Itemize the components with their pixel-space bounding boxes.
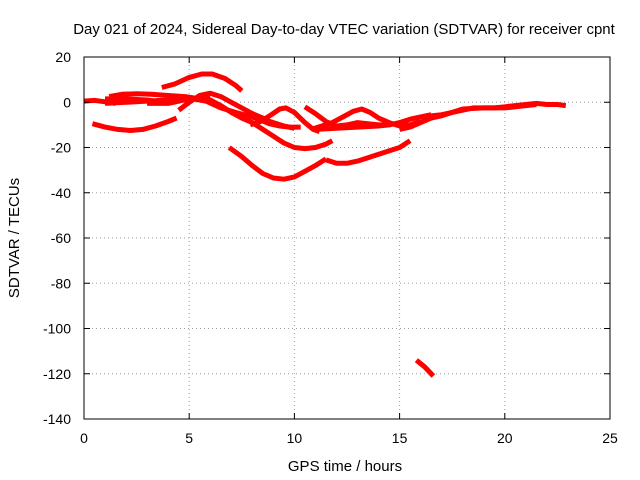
y-tick-label: -80 [51,275,71,291]
series-track-05 [92,118,176,130]
tick-layer [84,57,610,419]
y-tick-label: -40 [51,185,71,201]
y-tick-labels: -140 -120 -100 -80 -60 -40 -20 0 20 [43,49,71,427]
series-layer [84,74,566,376]
sdtvar-chart: Day 021 of 2024, Sidereal Day-to-day VTE… [0,0,640,480]
series-track-06 [162,74,242,91]
y-tick-label: -20 [51,140,71,156]
x-tick-label: 5 [185,430,193,446]
x-axis-label: GPS time / hours [288,458,402,475]
chart-title: Day 021 of 2024, Sidereal Day-to-day VTE… [73,21,615,38]
y-tick-label: 20 [55,49,71,65]
x-tick-label: 10 [287,430,303,446]
x-tick-label: 20 [497,430,513,446]
x-tick-labels: 0 5 10 15 20 25 [80,430,618,446]
y-axis-label: SDTVAR / TECUs [6,178,23,298]
series-track-15 [326,141,410,164]
y-tick-label: -120 [43,366,71,382]
y-tick-label: -100 [43,321,71,337]
grid [84,57,610,419]
series-track-18 [431,105,536,116]
y-tick-label: 0 [63,94,71,110]
plot-frame [84,57,610,419]
x-tick-label: 15 [392,430,408,446]
y-tick-label: -60 [51,230,71,246]
series-track-12 [229,148,326,180]
x-tick-label: 0 [80,430,88,446]
x-tick-label: 25 [602,430,618,446]
y-tick-label: -140 [43,411,71,427]
